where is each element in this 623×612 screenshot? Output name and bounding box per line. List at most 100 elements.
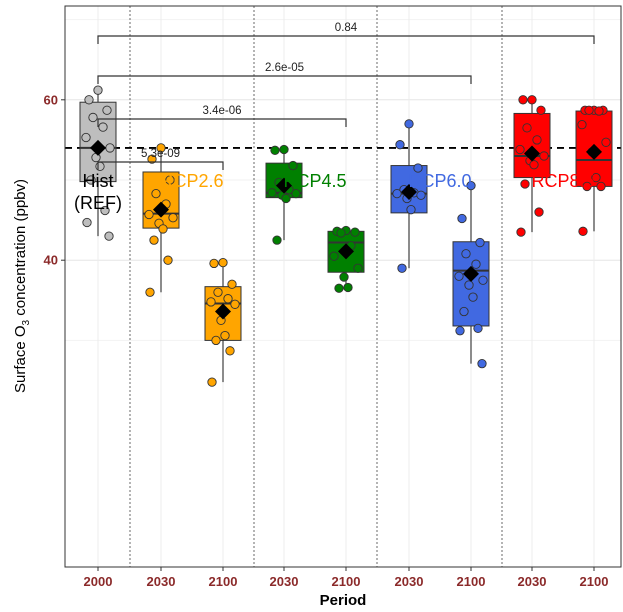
bracket-p-value: 0.84: [335, 22, 358, 34]
bracket-line: [97, 75, 472, 84]
x-tick-label: 2100: [209, 574, 238, 589]
data-point: [353, 263, 363, 273]
y-tick-label: 60: [44, 92, 58, 107]
comparison-brackets: 5.3e-09 3.4e-06 2.6e-05 0.84: [97, 22, 595, 170]
data-point: [211, 335, 221, 346]
bracket-p-value: 2.6e-05: [265, 62, 304, 74]
data-point: [151, 188, 161, 199]
group-label-line: Hist: [83, 171, 114, 191]
data-point: [218, 257, 228, 268]
group-labels: Hist (REF) RCP2.6 RCP4.5 RCP6.0 RCP8.5: [74, 171, 595, 213]
data-point: [457, 213, 467, 224]
data-point: [527, 95, 537, 105]
data-point: [518, 95, 528, 105]
mean-marker: [401, 184, 417, 201]
comparison-bracket: 2.6e-05: [97, 62, 472, 84]
data-point: [478, 275, 488, 285]
data-point: [225, 346, 235, 356]
data-point: [534, 207, 544, 217]
x-tick-label: 2030: [147, 574, 176, 589]
group-label-line: RCP4.5: [283, 171, 346, 191]
mean-marker: [338, 243, 354, 260]
data-point: [343, 282, 353, 293]
y-axis-title: Surface O3 concentration (ppbv): [12, 179, 32, 393]
mean-marker: [153, 201, 169, 218]
data-point: [147, 154, 157, 164]
data-point: [220, 330, 230, 341]
data-point: [272, 235, 282, 245]
data-point: [601, 137, 611, 147]
bracket-line: [97, 35, 595, 44]
data-point: [288, 160, 298, 171]
group-label: RCP6.0: [408, 171, 471, 191]
x-tick-label: 2030: [518, 574, 547, 589]
data-point: [395, 140, 405, 150]
data-point: [267, 188, 277, 198]
data-point: [279, 144, 289, 155]
x-tick-label: 2100: [457, 574, 486, 589]
data-point: [406, 205, 416, 215]
data-point: [520, 179, 530, 189]
data-point: [149, 235, 159, 245]
mean-marker: [524, 145, 540, 162]
data-point: [207, 377, 217, 387]
data-point: [213, 287, 223, 297]
y-axis-title-subscript: 3: [21, 319, 32, 325]
data-point: [536, 105, 546, 115]
axes: 4060802000203021002030210020302100203021…: [44, 92, 609, 589]
group-separators: [129, 6, 503, 567]
data-point: [88, 112, 98, 123]
x-tick-label: 2030: [395, 574, 424, 589]
data-point: [539, 151, 549, 161]
data-point: [461, 249, 471, 259]
data-point: [413, 163, 423, 173]
data-points: [81, 85, 611, 387]
data-point: [270, 145, 280, 155]
data-point: [158, 224, 168, 234]
data-point: [104, 231, 114, 241]
data-point: [468, 292, 478, 302]
group-label: RCP2.6: [160, 171, 223, 191]
data-point: [223, 294, 233, 304]
data-point: [578, 226, 588, 236]
data-point: [165, 175, 175, 185]
data-point: [98, 122, 108, 132]
data-point: [454, 271, 464, 281]
mean-marker: [463, 265, 479, 282]
data-point: [473, 323, 483, 334]
x-tick-label: 2100: [332, 574, 361, 589]
data-point: [206, 297, 216, 307]
data-point: [477, 359, 487, 369]
mean-marker: [90, 139, 106, 156]
data-point: [291, 188, 301, 199]
data-point: [522, 123, 532, 133]
data-point: [144, 209, 154, 220]
group-label: RCP8.5: [531, 171, 594, 191]
comparison-bracket: 5.3e-09: [97, 148, 224, 170]
bracket-line: [97, 118, 347, 127]
group-label-line: (REF): [74, 193, 122, 213]
data-point: [230, 299, 240, 309]
data-point: [516, 227, 526, 237]
group-label-line: RCP8.5: [531, 171, 594, 191]
data-point: [145, 287, 155, 297]
y-tick-label: 40: [44, 253, 58, 268]
data-point: [100, 205, 110, 216]
group-label: RCP4.5: [283, 171, 346, 191]
data-point: [591, 172, 601, 183]
data-point: [466, 180, 476, 191]
data-point: [584, 105, 594, 115]
data-point: [471, 259, 481, 269]
data-point: [329, 251, 339, 261]
data-point: [416, 190, 426, 200]
data-point: [475, 237, 485, 248]
mean-marker: [276, 177, 292, 194]
group-label: Hist (REF): [74, 171, 122, 213]
data-point: [227, 279, 237, 289]
data-point: [577, 120, 587, 130]
y-axis-title-main: Surface O: [12, 325, 29, 393]
data-point: [515, 144, 525, 155]
x-axis-title: Period: [320, 592, 367, 609]
data-point: [82, 217, 92, 228]
